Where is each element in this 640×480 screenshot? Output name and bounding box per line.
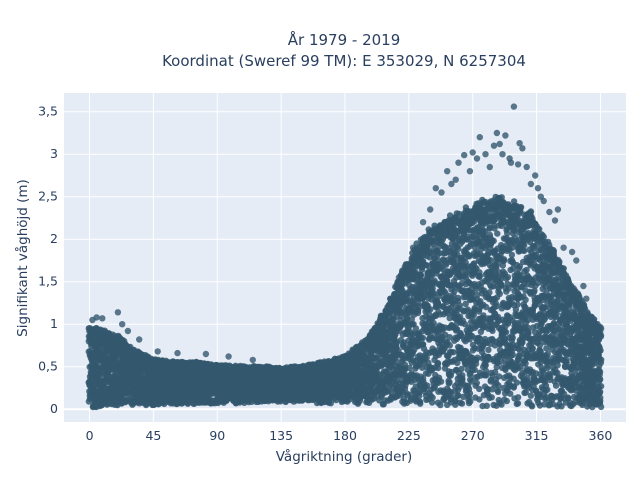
data-points <box>85 103 605 411</box>
